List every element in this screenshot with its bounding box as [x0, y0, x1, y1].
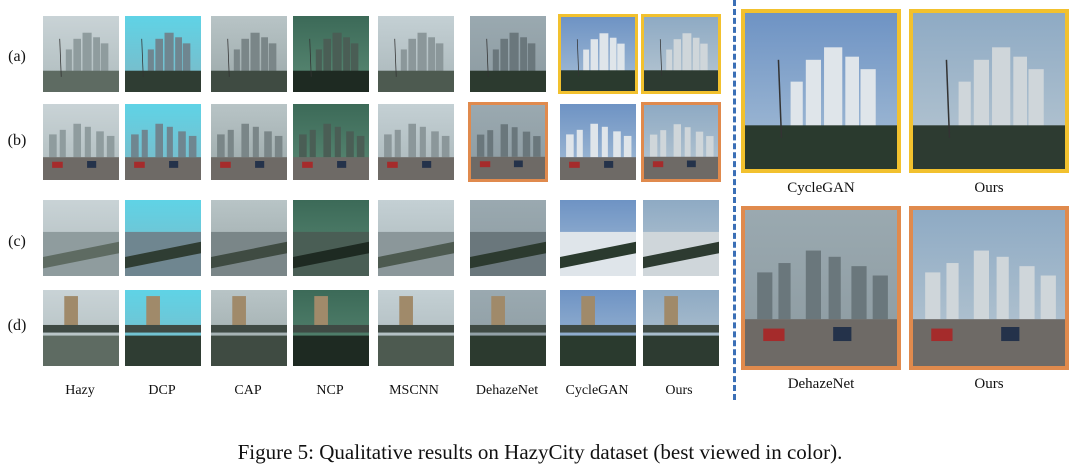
thumbnail-a-ours	[641, 14, 721, 94]
zoom-ours-a	[909, 9, 1069, 173]
thumbnail-b-mscnn	[378, 104, 454, 180]
thumbnail-d-cap	[211, 290, 287, 366]
col-label-cap: CAP	[234, 383, 262, 398]
figure-caption: Figure 5: Qualitative results on HazyCit…	[237, 440, 843, 464]
row-label-d: (d)	[7, 317, 27, 334]
thumbnail-a-dehz	[470, 16, 546, 92]
thumbnail-d-mscnn	[378, 290, 454, 366]
thumbnail-c-mscnn	[378, 200, 454, 276]
thumbnail-c-ours	[643, 200, 719, 276]
col-label-dcp: DCP	[148, 383, 176, 398]
thumbnail-b-ours	[641, 102, 721, 182]
thumbnail-c-cap	[211, 200, 287, 276]
thumbnail-d-ours	[643, 290, 719, 366]
col-label-ncp: NCP	[316, 383, 344, 398]
thumbnail-b-dehz	[468, 102, 548, 182]
thumbnail-a-dcp	[125, 16, 201, 92]
row-label-a: (a)	[8, 48, 26, 65]
thumbnail-d-cyc	[560, 290, 636, 366]
row-label-b: (b)	[7, 132, 27, 149]
dashed-divider	[733, 0, 736, 400]
thumbnail-c-ncp	[293, 200, 369, 276]
thumbnail-b-cyc	[560, 104, 636, 180]
col-label-dehazenet: DehazeNet	[475, 383, 539, 398]
row-label-c: (c)	[8, 233, 26, 250]
thumbnail-c-cyc	[560, 200, 636, 276]
thumbnail-a-mscnn	[378, 16, 454, 92]
zoom-cyclegan-a	[741, 9, 901, 173]
thumbnail-c-dcp	[125, 200, 201, 276]
zoom-label-ours-top: Ours	[974, 180, 1004, 196]
thumbnail-a-cyc	[558, 14, 638, 94]
thumbnail-b-dcp	[125, 104, 201, 180]
zoom-dehazenet-b	[741, 206, 901, 370]
thumbnail-a-cap	[211, 16, 287, 92]
thumbnail-b-ncp	[293, 104, 369, 180]
thumbnail-d-dcp	[125, 290, 201, 366]
col-label-ours: Ours	[665, 383, 693, 398]
thumbnail-c-dehz	[470, 200, 546, 276]
thumbnail-d-dehz	[470, 290, 546, 366]
thumbnail-d-ncp	[293, 290, 369, 366]
thumbnail-b-hazy	[43, 104, 119, 180]
zoom-label-dehazenet: DehazeNet	[787, 376, 855, 392]
col-label-cyclegan: CycleGAN	[565, 383, 629, 398]
zoom-label-cyclegan: CycleGAN	[787, 180, 855, 196]
zoom-ours-b	[909, 206, 1069, 370]
thumbnail-b-cap	[211, 104, 287, 180]
thumbnail-a-ncp	[293, 16, 369, 92]
col-label-mscnn: MSCNN	[389, 383, 439, 398]
thumbnail-a-hazy	[43, 16, 119, 92]
col-label-hazy: Hazy	[65, 383, 95, 398]
zoom-label-ours-bottom: Ours	[974, 376, 1004, 392]
thumbnail-c-hazy	[43, 200, 119, 276]
thumbnail-d-hazy	[43, 290, 119, 366]
